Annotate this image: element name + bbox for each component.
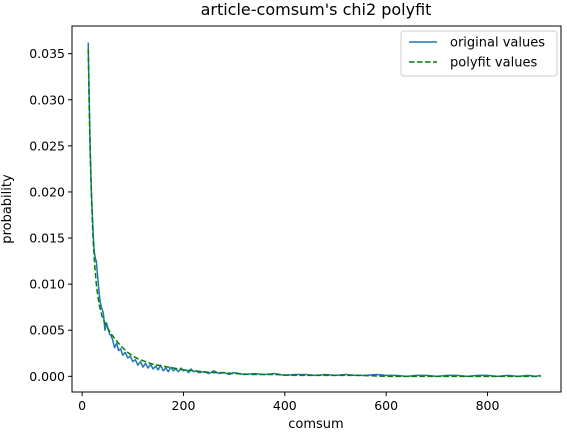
x-tick-label: 0 — [78, 398, 86, 413]
x-tick-label: 600 — [374, 398, 398, 413]
y-axis-label: probability — [0, 174, 15, 244]
legend-box — [400, 30, 558, 77]
legend: original values polyfit values — [400, 30, 558, 77]
x-tick-label: 200 — [172, 398, 196, 413]
series-line-polyfit-values — [87, 49, 541, 378]
y-tick-label: 0.010 — [29, 277, 65, 292]
y-tick-label: 0.015 — [29, 231, 65, 246]
x-axis: 0 200 400 600 800 — [78, 392, 499, 413]
legend-label: original values — [450, 36, 545, 51]
y-axis: 0.000 0.005 0.010 0.015 0.020 0.025 0.030 0.035 — [29, 46, 72, 384]
y-tick-label: 0.005 — [29, 323, 65, 338]
x-axis-label: comsum — [288, 417, 343, 432]
legend-label: polyfit values — [450, 56, 537, 71]
plot-area — [87, 42, 541, 378]
y-tick-label: 0.020 — [29, 184, 65, 199]
plot-frame — [71, 25, 562, 393]
y-tick-label: 0.035 — [29, 46, 65, 61]
y-tick-label: 0.000 — [29, 369, 65, 384]
x-tick-label: 800 — [476, 398, 500, 413]
x-tick-label: 400 — [273, 398, 297, 413]
y-tick-label: 0.025 — [29, 138, 65, 153]
chart-title: article-comsum's chi2 polyfit — [201, 0, 432, 19]
y-tick-label: 0.030 — [29, 92, 65, 107]
